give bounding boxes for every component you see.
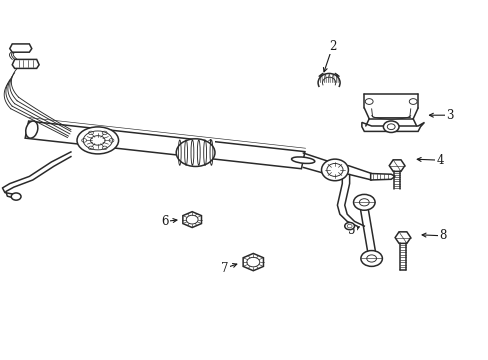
Text: 3: 3: [445, 109, 453, 122]
Polygon shape: [183, 212, 201, 228]
Polygon shape: [12, 59, 39, 68]
Circle shape: [360, 251, 382, 266]
Polygon shape: [394, 232, 410, 243]
Circle shape: [365, 99, 372, 104]
Ellipse shape: [176, 139, 215, 166]
Text: 1: 1: [206, 139, 214, 152]
Polygon shape: [370, 174, 394, 180]
Polygon shape: [10, 44, 32, 52]
Polygon shape: [25, 121, 305, 169]
Polygon shape: [243, 253, 263, 271]
Circle shape: [344, 222, 354, 230]
Text: 6: 6: [161, 215, 169, 228]
Text: 2: 2: [328, 40, 336, 53]
Polygon shape: [361, 122, 424, 131]
Text: 8: 8: [438, 229, 446, 242]
Ellipse shape: [321, 159, 347, 181]
Text: 7: 7: [221, 262, 228, 275]
Ellipse shape: [291, 157, 314, 163]
Text: 4: 4: [435, 154, 443, 167]
Ellipse shape: [77, 127, 119, 154]
Circle shape: [383, 121, 398, 132]
Text: 5: 5: [347, 224, 355, 237]
Ellipse shape: [26, 121, 38, 138]
Circle shape: [353, 194, 374, 210]
Circle shape: [408, 99, 416, 104]
Polygon shape: [388, 160, 404, 171]
Circle shape: [11, 193, 21, 200]
